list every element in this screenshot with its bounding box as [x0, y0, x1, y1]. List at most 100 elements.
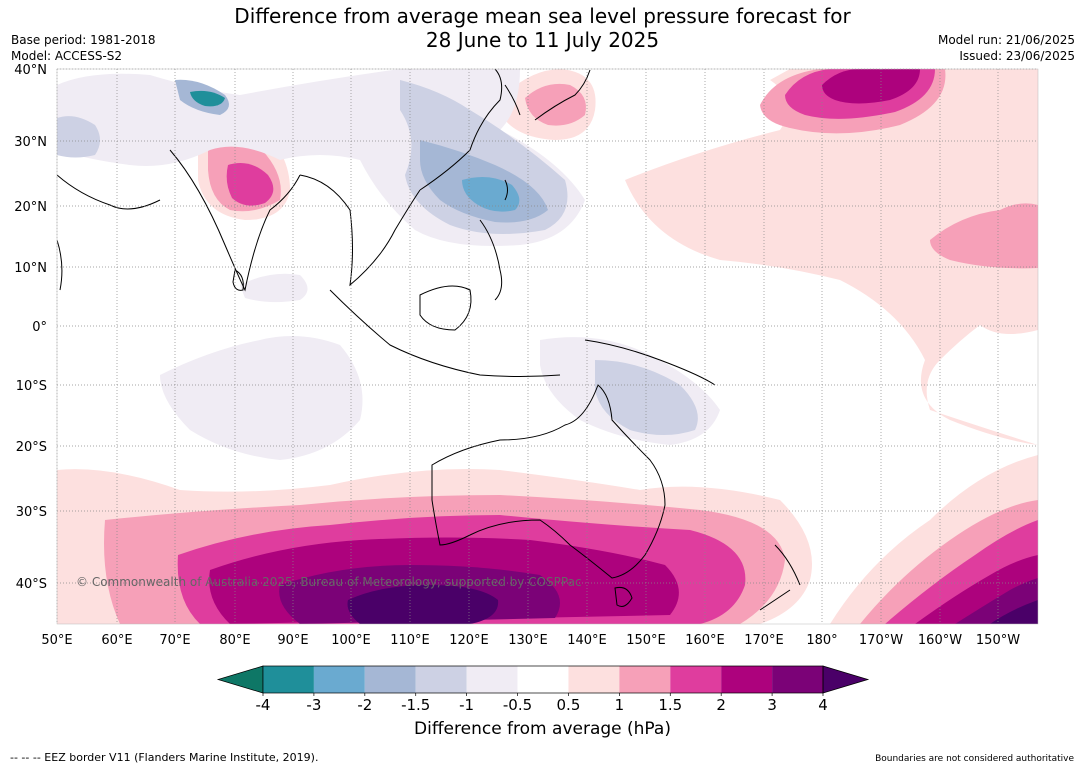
- lat-label: 30°S: [16, 505, 47, 520]
- colorbar-swatch: [517, 666, 569, 693]
- colorbar-tick-label: 0.5: [557, 696, 581, 714]
- colorbar-tick-label: 1.5: [658, 696, 682, 714]
- lat-label: 40°N: [14, 63, 47, 78]
- lon-label: 130°E: [508, 633, 548, 648]
- lat-label: 10°S: [16, 379, 47, 394]
- positive-anomaly-n-pacific-3: [822, 69, 920, 104]
- boundary-note: Boundaries are not considered authoritat…: [875, 754, 1074, 764]
- colorbar-tick-label: -1: [459, 696, 474, 714]
- korea-coastline: [504, 84, 521, 116]
- colorbar-extend-low: [216, 665, 264, 694]
- colorbar-tick-label: -3: [306, 696, 321, 714]
- negative-anomaly-china-core: [462, 176, 520, 212]
- colorbar-title: Difference from average (hPa): [414, 719, 671, 739]
- philippines-coastline: [479, 219, 503, 301]
- australia-coastline: [431, 384, 666, 579]
- base-period: Base period: 1981-2018: [11, 33, 156, 47]
- colorbar-tick-label: 3: [767, 696, 777, 714]
- model-info: Base period: 1981-2018 Model: ACCESS-S2: [11, 32, 156, 64]
- lon-label: 160°E: [685, 633, 725, 648]
- colorbar-swatch: [772, 666, 823, 693]
- positive-anomaly-japan-core: [525, 83, 586, 126]
- new-guinea-coastline: [584, 339, 716, 386]
- china-coastline: [419, 69, 503, 191]
- colorbar-tick-label: 4: [818, 696, 828, 714]
- eez-note: -- -- -- EEZ border V11 (Flanders Marine…: [10, 751, 319, 764]
- colorbar-swatch: [263, 666, 314, 693]
- se-asia-coastline: [299, 174, 421, 287]
- sri-lanka-coastline: [232, 269, 244, 291]
- lon-label: 80°E: [219, 633, 250, 648]
- lon-label: 160°W: [918, 633, 962, 648]
- colorbar-swatch: [313, 666, 365, 693]
- tasmania-coastline: [614, 587, 633, 607]
- negative-anomaly-indian-ocean: [160, 336, 363, 460]
- negative-anomaly-bay-of-bengal: [240, 273, 308, 303]
- negative-anomaly-pakistan-core: [190, 90, 225, 107]
- colorbar-tick-label: 2: [716, 696, 726, 714]
- lon-label: 100°E: [331, 633, 371, 648]
- indonesia-coastline: [329, 289, 561, 377]
- lon-label: 150°W: [976, 633, 1020, 648]
- run-info: Model run: 21/06/2025 Issued: 23/06/2025: [938, 32, 1075, 64]
- lon-label: 140°E: [567, 633, 607, 648]
- colorbar-swatch: [670, 666, 722, 693]
- lat-label: 0°: [32, 320, 47, 335]
- africa-coastline: [57, 239, 63, 291]
- colorbar-swatch: [364, 666, 416, 693]
- coastlines: [57, 69, 801, 611]
- colorbar-swatch: [415, 666, 467, 693]
- colorbar: [216, 665, 870, 694]
- lat-label: 40°S: [16, 577, 47, 592]
- lat-label: 10°N: [14, 261, 47, 276]
- colorbar-extend-high: [822, 665, 870, 694]
- map-title: Difference from average mean sea level p…: [0, 4, 1085, 52]
- latitude-labels: 40°N 30°N 20°N 10°N 0° 10°S 20°S 30°S 40°S: [14, 63, 47, 592]
- lon-label: 50°E: [41, 633, 72, 648]
- positive-anomaly-se-core: [990, 600, 1038, 624]
- issued-date: Issued: 23/06/2025: [959, 49, 1075, 63]
- model-run: Model run: 21/06/2025: [937, 33, 1075, 47]
- copyright-notice: © Commonwealth of Australia 2025, Bureau…: [76, 575, 582, 589]
- lon-label: 170°E: [744, 633, 784, 648]
- lat-label: 20°S: [16, 440, 47, 455]
- japan-coastline: [534, 69, 591, 121]
- colorbar-tick-labels: -4 -3 -2 -1.5 -1 -0.5 0.5 1 1.5 2 3 4: [256, 693, 828, 714]
- colorbar-swatch: [466, 666, 518, 693]
- longitude-labels: 50°E 60°E 70°E 80°E 90°E 100°E 110°E 120°E 130°E…: [41, 633, 1020, 648]
- colorbar-tick-label: -4: [256, 696, 271, 714]
- negative-anomaly-w-asia: [57, 116, 100, 158]
- positive-anomaly-ne-pacific: [625, 69, 1038, 445]
- india-coastline: [169, 149, 301, 292]
- lon-label: 70°E: [159, 633, 190, 648]
- title-line-2: 28 June to 11 July 2025: [425, 28, 660, 52]
- negative-anomaly-coral-sea-mid: [595, 360, 698, 435]
- colorbar-swatch: [721, 666, 773, 693]
- new-zealand-coastline: [759, 544, 801, 611]
- positive-anomaly-southern-core: [347, 585, 499, 624]
- colorbar-swatch: [619, 666, 671, 693]
- lat-label: 30°N: [14, 135, 47, 150]
- title-line-1: Difference from average mean sea level p…: [234, 4, 851, 28]
- taiwan-coastline: [504, 179, 508, 201]
- lon-label: 90°E: [277, 633, 308, 648]
- arabia-coastline: [57, 174, 161, 210]
- map-frame: [56, 68, 1039, 625]
- anomaly-field: [57, 69, 1038, 624]
- lon-label: 110°E: [390, 633, 430, 648]
- colorbar-tick-label: -0.5: [503, 696, 532, 714]
- lon-label: 150°E: [626, 633, 666, 648]
- lon-label: 120°E: [449, 633, 489, 648]
- positive-anomaly-central-pacific: [930, 203, 1038, 269]
- colorbar-outline: [262, 665, 824, 694]
- borneo-coastline: [419, 285, 472, 331]
- lon-label: 170°W: [859, 633, 903, 648]
- lon-label: 180°: [806, 633, 837, 648]
- colorbar-swatch: [568, 666, 620, 693]
- lon-label: 60°E: [101, 633, 132, 648]
- model-name: Model: ACCESS-S2: [11, 49, 123, 63]
- colorbar-tick-label: -1.5: [401, 696, 430, 714]
- colorbar-tick-label: -2: [357, 696, 372, 714]
- lat-label: 20°N: [14, 200, 47, 215]
